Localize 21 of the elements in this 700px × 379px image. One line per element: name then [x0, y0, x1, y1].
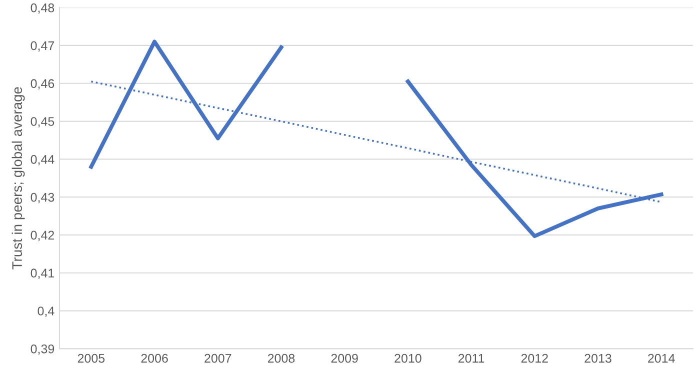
y-tick-label: 0,43	[30, 192, 54, 204]
y-tick-label: 0,4	[38, 306, 54, 317]
x-tick-label: 2012	[521, 354, 548, 363]
y-tick-label: 0,39	[30, 344, 54, 355]
x-tick-label: 2008	[268, 354, 295, 363]
x-tick-label: 2013	[584, 354, 612, 363]
y-axis-title: Trust in peers; global average	[12, 87, 25, 270]
y-tick-label: 0,46	[30, 79, 54, 90]
x-tick-label: 2009	[331, 354, 358, 363]
y-tick-label: 0,47	[30, 41, 54, 52]
y-tick-label: 0,45	[30, 117, 54, 128]
x-tick-label: 2010	[394, 354, 422, 363]
x-tick-label: 2014	[648, 354, 675, 363]
x-tick-label: 2005	[78, 354, 105, 363]
y-tick-label: 0,41	[30, 268, 54, 280]
y-tick-label: 0,44	[30, 154, 54, 166]
x-tick-label: 2011	[458, 354, 484, 363]
y-tick-label: 0,42	[30, 230, 54, 242]
x-tick-label: 2007	[204, 354, 232, 363]
x-tick-label: 2006	[141, 354, 168, 363]
y-tick-label: 0,48	[30, 3, 54, 14]
